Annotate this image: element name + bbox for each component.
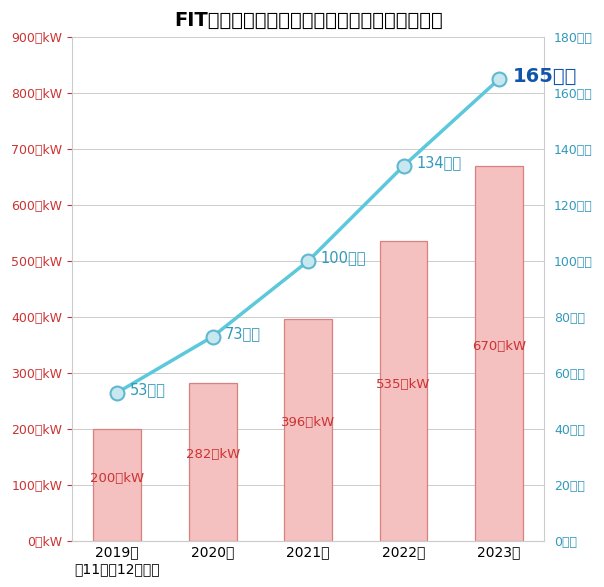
Text: 134万件: 134万件 xyxy=(416,155,461,170)
Text: 165万件: 165万件 xyxy=(512,67,577,86)
Text: 200万kW: 200万kW xyxy=(90,472,144,485)
Bar xyxy=(380,241,428,541)
Text: 53万件: 53万件 xyxy=(130,382,165,397)
Text: 670万kW: 670万kW xyxy=(472,340,526,353)
Text: 100万件: 100万件 xyxy=(321,250,366,265)
Bar xyxy=(284,319,332,541)
Bar xyxy=(475,166,523,541)
Text: 396万kW: 396万kW xyxy=(281,416,335,429)
Text: 282万kW: 282万kW xyxy=(185,448,240,461)
Title: FITを卒業する住宅用太陽光発電の推移（累積）: FITを卒業する住宅用太陽光発電の推移（累積） xyxy=(174,11,443,30)
Bar xyxy=(189,383,237,541)
Text: 535万kW: 535万kW xyxy=(376,378,431,391)
Text: 73万件: 73万件 xyxy=(225,326,261,340)
Bar xyxy=(94,429,141,541)
